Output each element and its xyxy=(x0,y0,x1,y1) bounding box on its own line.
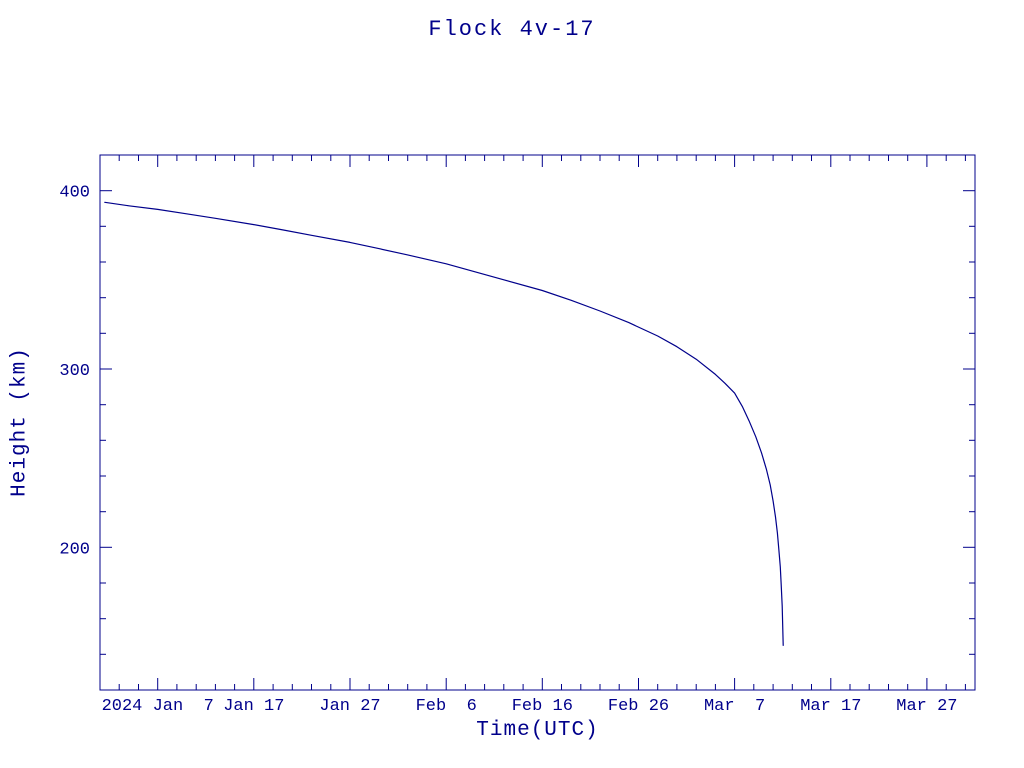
x-axis-label: Time(UTC) xyxy=(476,719,599,742)
x-tick-label: Jan 17 xyxy=(223,697,284,716)
y-tick-label: 200 xyxy=(59,540,90,559)
x-tick-label: Feb 16 xyxy=(512,697,573,716)
x-tick-label: Feb 6 xyxy=(416,697,477,716)
x-tick-label: Mar 7 xyxy=(704,697,765,716)
chart-title: Flock 4v-17 xyxy=(428,17,596,42)
x-tick-label: Mar 17 xyxy=(800,697,861,716)
y-tick-label: 300 xyxy=(59,362,90,381)
x-tick-label: Jan 27 xyxy=(319,697,380,716)
x-tick-label: Feb 26 xyxy=(608,697,669,716)
decay-curve xyxy=(104,201,784,647)
x-tick-label: 2024 Jan 7 xyxy=(102,697,214,716)
y-tick-label: 400 xyxy=(59,184,90,203)
plot-border xyxy=(99,154,976,691)
x-tick-label: Mar 27 xyxy=(896,697,957,716)
